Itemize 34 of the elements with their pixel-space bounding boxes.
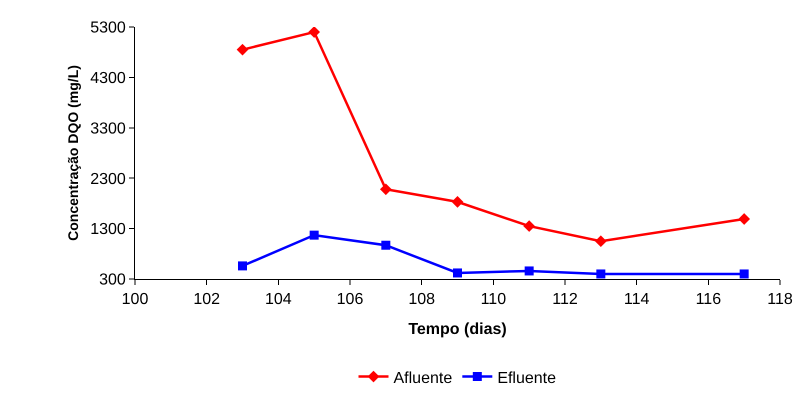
point: [523, 220, 536, 232]
point: [310, 230, 319, 240]
point: [738, 213, 750, 225]
point: [236, 44, 248, 56]
point: [380, 183, 392, 196]
point: [453, 268, 462, 278]
x-tick-label: 110: [480, 291, 506, 308]
y-tick-label: 1300: [90, 221, 126, 238]
x-tick-label: 100: [122, 291, 148, 308]
point: [238, 261, 247, 270]
x-axis-title: Tempo (dias): [408, 320, 507, 338]
legend-label: Efluente: [497, 370, 556, 387]
y-axis-title: Concentração DQO (mg/L): [64, 65, 81, 241]
x-tick-label: 106: [336, 291, 364, 308]
x-tick-label: 116: [696, 291, 722, 308]
x-tick-label: 112: [552, 291, 578, 308]
x-tick-label: 102: [193, 291, 220, 308]
y-tick-label: 4300: [90, 70, 126, 87]
point: [308, 27, 320, 38]
y-tick-label: 5300: [90, 20, 126, 37]
point: [596, 269, 606, 278]
point: [740, 269, 749, 278]
y-tick-label: 3300: [90, 120, 126, 138]
point: [381, 240, 390, 250]
x-tick-label: 108: [408, 291, 436, 308]
point: [594, 235, 607, 248]
y-tick-label: 300: [99, 272, 126, 289]
x-tick-label: 118: [767, 291, 793, 308]
x-tick-label: 114: [624, 291, 650, 308]
y-tick-label: 2300: [90, 170, 126, 188]
point: [452, 196, 464, 208]
point: [524, 266, 534, 276]
x-tick-label: 104: [264, 291, 292, 308]
legend-label: Afluente: [394, 370, 452, 387]
